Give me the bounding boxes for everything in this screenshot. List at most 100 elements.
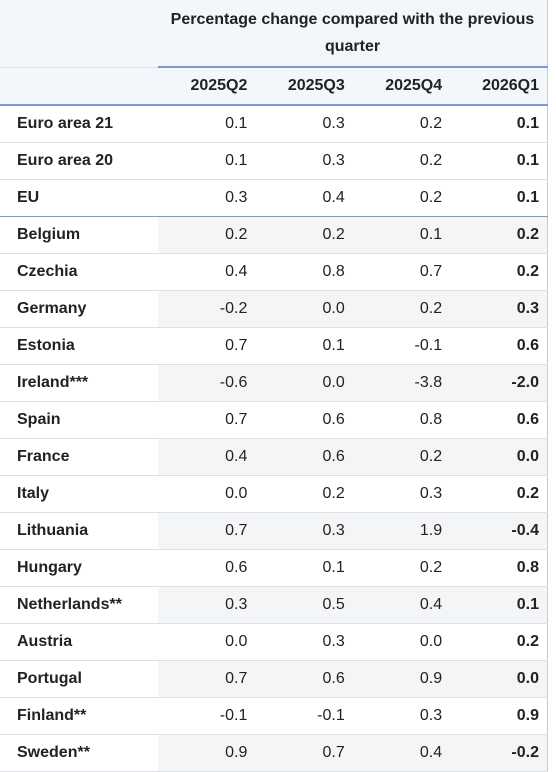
row-label: France	[0, 438, 158, 476]
cell-value: -0.1	[255, 697, 353, 735]
cell-value: 0.0	[450, 660, 548, 698]
cell-value: 0.0	[450, 438, 548, 476]
cell-value: 0.2	[255, 216, 353, 254]
cell-value: -0.4	[450, 512, 548, 550]
cell-value: 0.3	[158, 586, 256, 624]
cell-value: 0.7	[352, 253, 451, 291]
row-label: Italy	[0, 475, 158, 513]
cell-value: 0.8	[450, 549, 548, 587]
cell-value: 0.2	[352, 549, 451, 587]
cell-value: 0.1	[450, 105, 548, 143]
cell-value: 0.2	[352, 438, 451, 476]
cell-value: 0.2	[255, 475, 353, 513]
cell-value: 0.6	[158, 549, 256, 587]
corner	[0, 67, 158, 106]
cell-value: 0.1	[450, 179, 548, 217]
cell-value: 0.1	[158, 142, 256, 180]
table-row: Portugal 0.7 0.6 0.9 0.0	[0, 660, 548, 698]
cell-value: -0.6	[158, 364, 256, 402]
cell-value: 0.7	[158, 401, 256, 439]
row-label: Belgium	[0, 216, 158, 254]
cell-value: -0.1	[158, 697, 256, 735]
table-row: Spain 0.7 0.6 0.8 0.6	[0, 401, 548, 439]
cell-value: 0.1	[255, 327, 353, 365]
row-label: Germany	[0, 290, 158, 328]
cell-value: 0.4	[255, 179, 353, 217]
cell-value: 0.3	[352, 475, 451, 513]
cell-value: 0.1	[352, 216, 451, 254]
cell-value: 0.9	[158, 734, 256, 772]
row-label: Ireland***	[0, 364, 158, 402]
cell-value: 0.2	[352, 290, 451, 328]
cell-value: -0.2	[450, 734, 548, 772]
cell-value: 0.4	[352, 586, 451, 624]
title-row: Percentage change compared with the prev…	[0, 0, 548, 68]
cell-value: -2.0	[450, 364, 548, 402]
column-header: 2025Q3	[255, 67, 353, 106]
cell-value: 0.0	[158, 623, 256, 661]
table-row: Germany -0.2 0.0 0.2 0.3	[0, 290, 548, 328]
cell-value: 0.7	[158, 327, 256, 365]
cell-value: 0.6	[255, 438, 353, 476]
row-label: Lithuania	[0, 512, 158, 550]
cell-value: 0.0	[158, 475, 256, 513]
row-label: Netherlands**	[0, 586, 158, 624]
table-row: Euro area 20 0.1 0.3 0.2 0.1	[0, 142, 548, 180]
cell-value: 0.7	[158, 512, 256, 550]
cell-value: 0.3	[352, 697, 451, 735]
cell-value: 0.1	[450, 142, 548, 180]
table-row: Italy 0.0 0.2 0.3 0.2	[0, 475, 548, 513]
row-label: Austria	[0, 623, 158, 661]
table-row: Hungary 0.6 0.1 0.2 0.8	[0, 549, 548, 587]
table-row: Ireland*** -0.6 0.0 -3.8 -2.0	[0, 364, 548, 402]
table-row: Czechia 0.4 0.8 0.7 0.2	[0, 253, 548, 291]
cell-value: 0.0	[255, 364, 353, 402]
cell-value: 0.0	[255, 290, 353, 328]
cell-value: 0.6	[255, 401, 353, 439]
cell-value: 0.7	[255, 734, 353, 772]
cell-value: 0.2	[352, 179, 451, 217]
table-row: Netherlands** 0.3 0.5 0.4 0.1	[0, 586, 548, 624]
cell-value: -0.2	[158, 290, 256, 328]
cell-value: 0.1	[255, 549, 353, 587]
cell-value: 0.2	[352, 105, 451, 143]
cell-value: 0.1	[158, 105, 256, 143]
table-row: EU 0.3 0.4 0.2 0.1	[0, 179, 548, 217]
table-row: Estonia 0.7 0.1 -0.1 0.6	[0, 327, 548, 365]
table-row: Lithuania 0.7 0.3 1.9 -0.4	[0, 512, 548, 550]
row-label: Hungary	[0, 549, 158, 587]
table-body: Euro area 21 0.1 0.3 0.2 0.1 Euro area 20 0.1 0…	[0, 105, 548, 772]
row-label: Spain	[0, 401, 158, 439]
column-header: 2025Q2	[158, 67, 256, 106]
cell-value: 0.2	[450, 623, 548, 661]
row-label: Sweden**	[0, 734, 158, 772]
cell-value: -0.1	[352, 327, 451, 365]
table-row: France 0.4 0.6 0.2 0.0	[0, 438, 548, 476]
cell-value: 0.8	[352, 401, 451, 439]
cell-value: 0.1	[450, 586, 548, 624]
row-label: Portugal	[0, 660, 158, 698]
cell-value: 0.2	[352, 142, 451, 180]
column-header: 2025Q4	[352, 67, 451, 106]
cell-value: 0.6	[450, 327, 548, 365]
cell-value: 0.4	[352, 734, 451, 772]
row-label: EU	[0, 179, 158, 217]
table-row: Sweden** 0.9 0.7 0.4 -0.2	[0, 734, 548, 772]
row-label: Euro area 21	[0, 105, 158, 143]
cell-value: 0.3	[158, 179, 256, 217]
cell-value: 0.2	[158, 216, 256, 254]
cell-value: 0.3	[450, 290, 548, 328]
cell-value: 0.2	[450, 216, 548, 254]
cell-value: 0.2	[450, 253, 548, 291]
cell-value: 0.3	[255, 623, 353, 661]
table-row: Finland** -0.1 -0.1 0.3 0.9	[0, 697, 548, 735]
row-label: Estonia	[0, 327, 158, 365]
cell-value: 1.9	[352, 512, 451, 550]
row-label: Finland**	[0, 697, 158, 735]
table-row: Euro area 21 0.1 0.3 0.2 0.1	[0, 105, 548, 143]
cell-value: 0.4	[158, 253, 256, 291]
table-row: Austria 0.0 0.3 0.0 0.2	[0, 623, 548, 661]
column-header: 2026Q1	[450, 67, 548, 106]
cell-value: 0.3	[255, 512, 353, 550]
